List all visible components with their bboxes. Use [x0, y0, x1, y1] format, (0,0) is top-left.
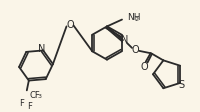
Text: O: O — [139, 62, 147, 72]
Text: N: N — [121, 35, 128, 45]
Text: NH: NH — [126, 13, 140, 22]
Text: S: S — [177, 80, 183, 90]
Text: 3: 3 — [37, 94, 41, 99]
Text: 2: 2 — [134, 17, 138, 22]
Text: CF: CF — [30, 91, 40, 100]
Text: F: F — [19, 99, 24, 108]
Text: O: O — [131, 45, 138, 55]
Text: F: F — [27, 102, 32, 111]
Text: O: O — [66, 20, 73, 30]
Text: N: N — [38, 44, 46, 54]
